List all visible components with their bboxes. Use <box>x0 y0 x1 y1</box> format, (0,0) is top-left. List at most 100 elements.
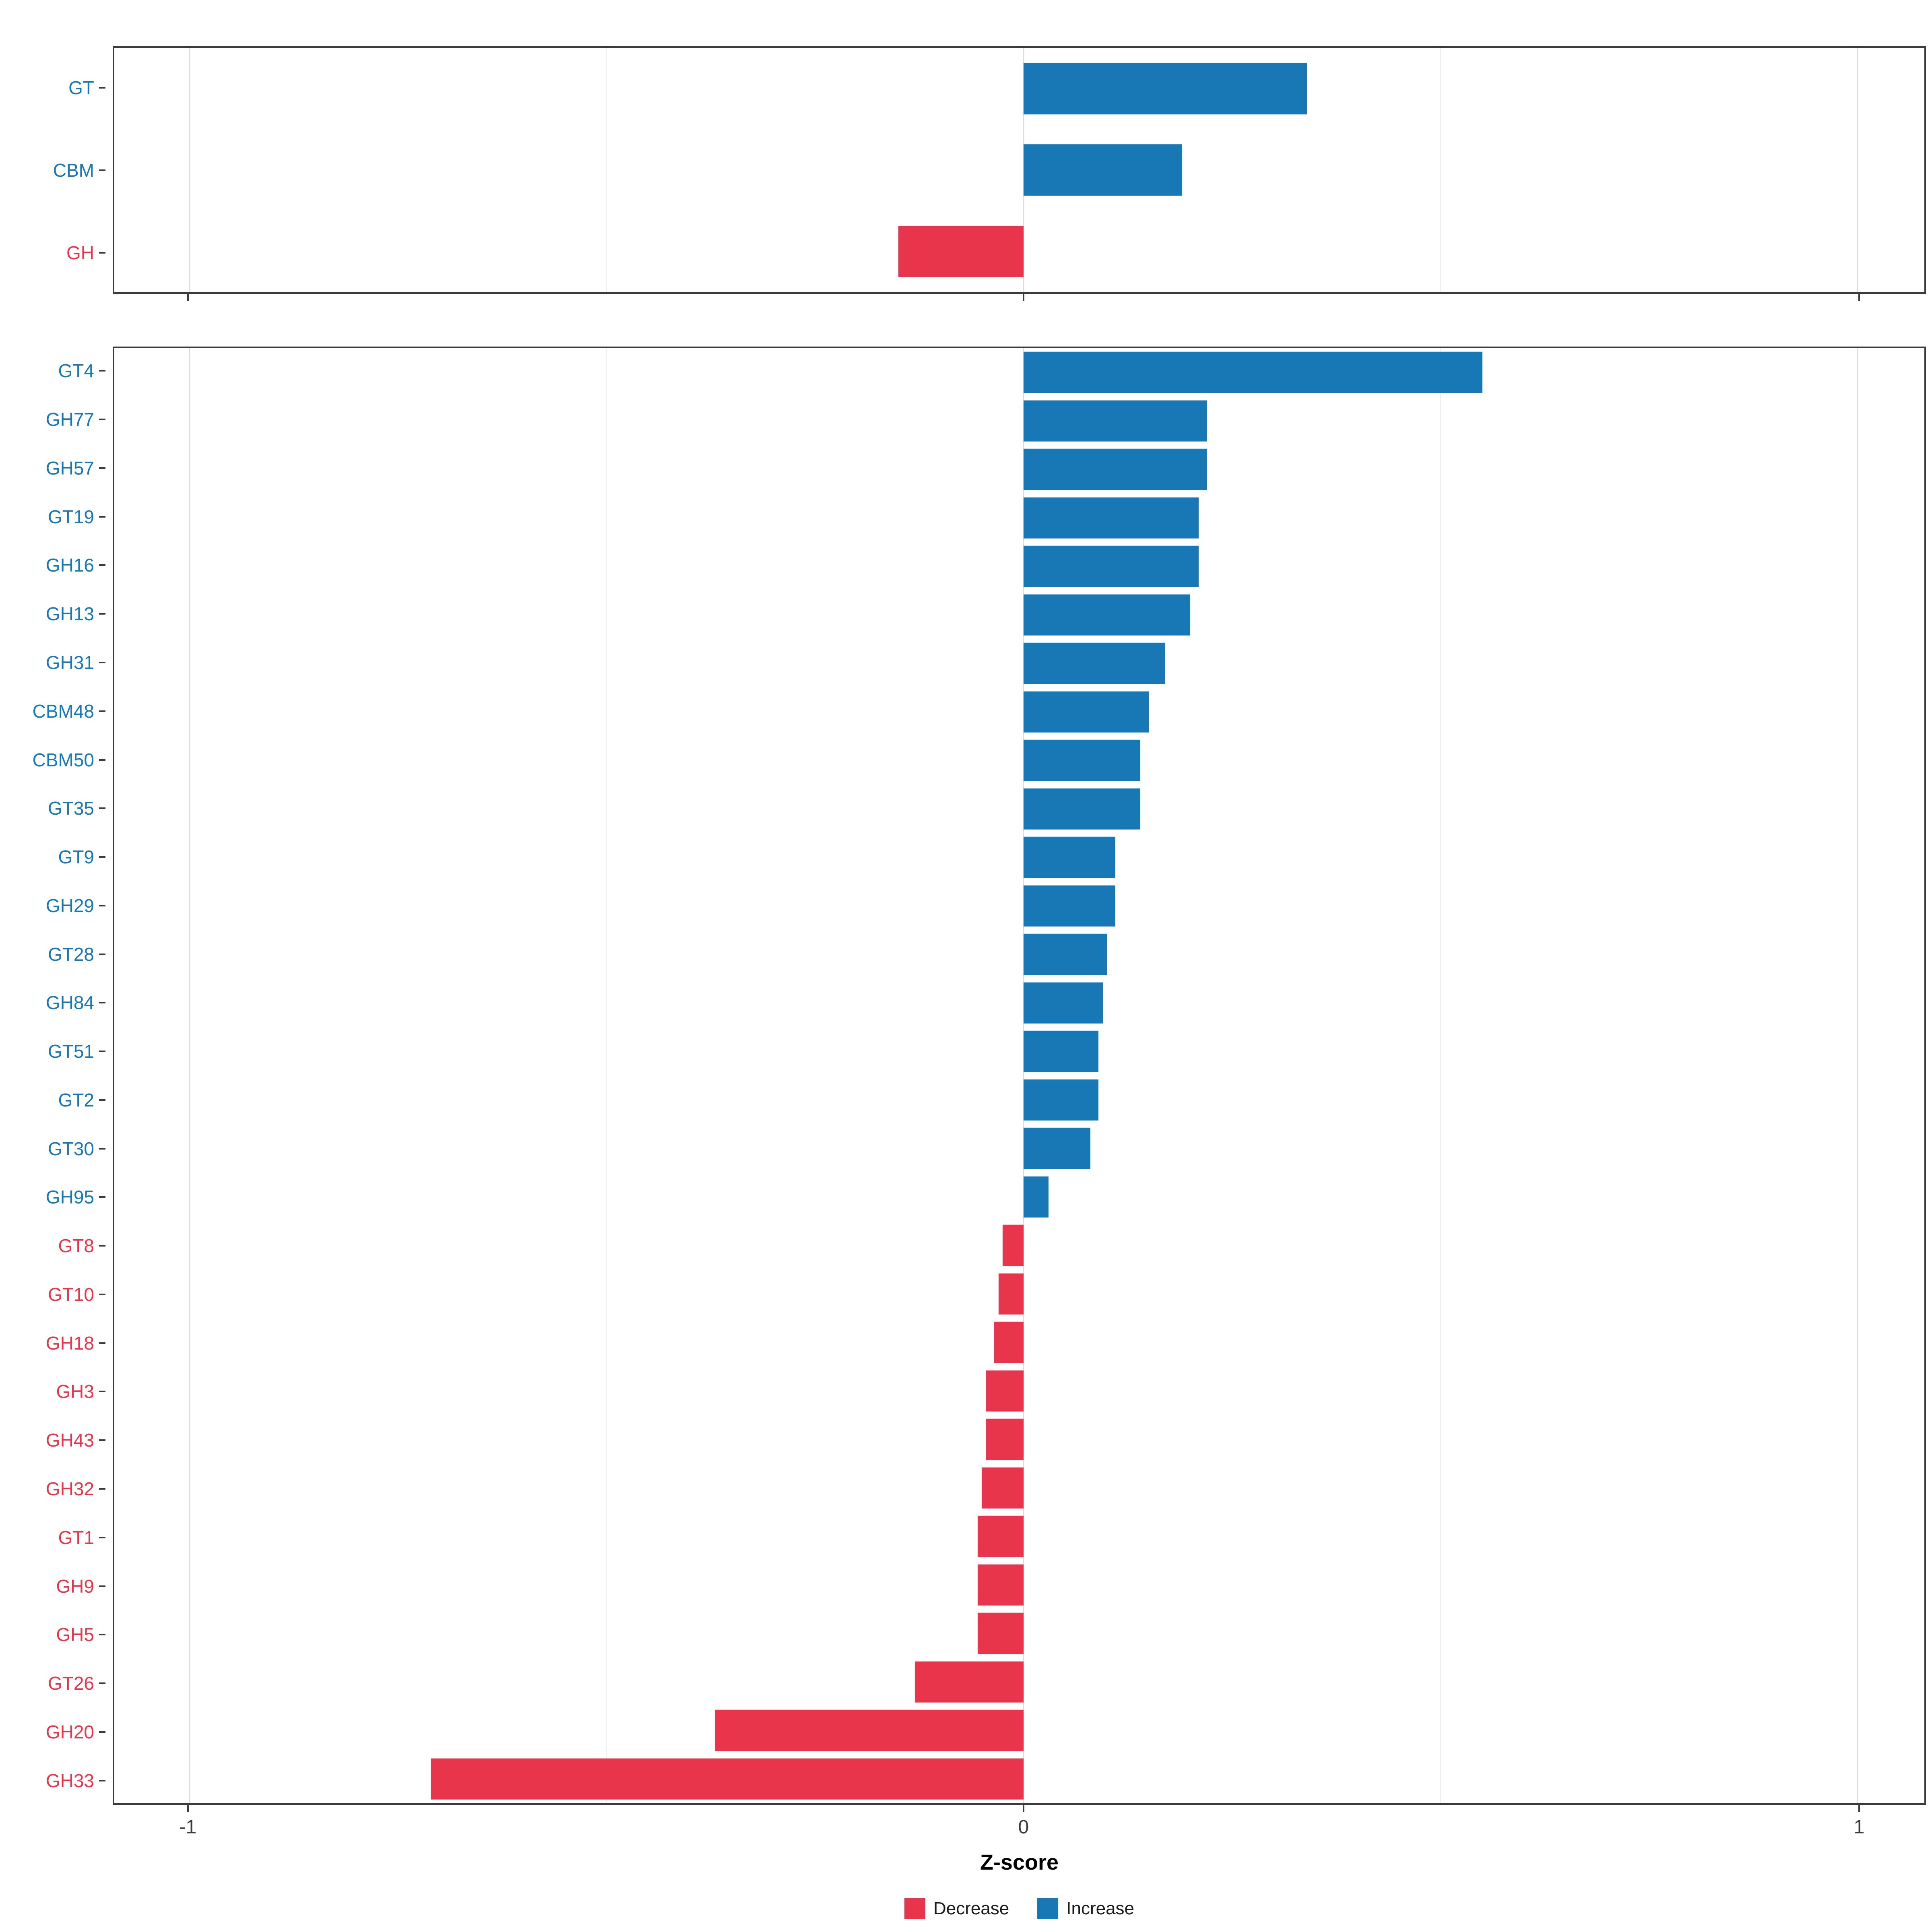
y-tick <box>99 953 105 955</box>
y-label-GH95: GH95 <box>45 1187 94 1208</box>
y-label-row: GH84 <box>0 978 105 1027</box>
y-label-row: GH13 <box>0 590 105 638</box>
bar-GT30 <box>1023 1128 1090 1169</box>
minor-gridline <box>1440 48 1441 292</box>
y-tick <box>99 1585 105 1587</box>
minor-gridline <box>606 348 607 1803</box>
families-y-axis-labels: GT4 GH77 GH57 GT19 GH16 GH13 GH31 CBM48 CBM50 GT3… <box>0 347 105 1805</box>
summary-y-axis-labels: GT CBM GH <box>0 46 105 294</box>
y-label-GH57: GH57 <box>45 457 94 479</box>
bar-CBM50 <box>1023 740 1140 781</box>
legend-swatch-decrease <box>904 1898 925 1919</box>
bar-row-GH95 <box>114 1173 1924 1222</box>
bar-GH95 <box>1023 1176 1049 1218</box>
bar-GH16 <box>1023 546 1199 587</box>
x-tick <box>1858 294 1860 301</box>
y-label-row: GT2 <box>0 1075 105 1124</box>
y-tick <box>99 1293 105 1295</box>
bar-GH5 <box>977 1613 1024 1654</box>
y-label-row: GT26 <box>0 1659 105 1708</box>
major-gridline <box>189 348 190 1803</box>
major-gridline <box>189 48 190 292</box>
bar-row-GH33 <box>114 1755 1924 1804</box>
y-tick <box>99 1196 105 1198</box>
y-label-GH5: GH5 <box>56 1624 94 1645</box>
y-label-row: CBM <box>0 129 105 211</box>
y-tick <box>99 1051 105 1053</box>
y-label-GT28: GT28 <box>47 943 94 965</box>
bar-row-GH57 <box>114 445 1924 494</box>
y-label-row: GT1 <box>0 1513 105 1562</box>
bar-GH13 <box>1023 594 1191 636</box>
bar-GT2 <box>1023 1079 1099 1121</box>
x-tick-label: 1 <box>1854 1816 1865 1838</box>
y-label-GH32: GH32 <box>45 1478 94 1499</box>
y-label-GT26: GT26 <box>47 1673 94 1694</box>
bar-row-GH9 <box>114 1561 1924 1610</box>
summary-x-ticks <box>113 294 1926 301</box>
bar-GT9 <box>1023 837 1115 878</box>
y-tick <box>99 759 105 761</box>
bar-GT35 <box>1023 788 1140 830</box>
major-gridline <box>1023 348 1024 1803</box>
bar-GT10 <box>998 1273 1024 1315</box>
major-gridline <box>1857 348 1858 1803</box>
y-tick <box>99 516 105 518</box>
bar-rows <box>114 348 1924 1803</box>
x-axis-title: Z-score <box>980 1850 1059 1874</box>
bar-GT <box>1023 63 1307 114</box>
x-tick <box>1022 294 1024 301</box>
y-tick <box>99 661 105 663</box>
y-label-row: CBM50 <box>0 735 105 784</box>
y-label-GH43: GH43 <box>45 1430 94 1451</box>
bar-rows <box>114 48 1924 292</box>
bar-row-GH29 <box>114 882 1924 931</box>
bar-row-GH <box>114 211 1924 292</box>
y-label-row: GT30 <box>0 1124 105 1173</box>
y-label-GH: GH <box>66 242 94 263</box>
y-label-GH16: GH16 <box>45 555 94 576</box>
y-tick <box>99 1245 105 1247</box>
bar-row-GH43 <box>114 1415 1924 1464</box>
x-tick-label: 0 <box>1018 1816 1029 1838</box>
bar-row-GH18 <box>114 1318 1924 1367</box>
y-label-GH3: GH3 <box>56 1381 94 1402</box>
y-label-GH18: GH18 <box>45 1332 94 1354</box>
bar-row-GT51 <box>114 1027 1924 1076</box>
bar-row-GH5 <box>114 1609 1924 1658</box>
bar-GH33 <box>431 1758 1024 1800</box>
y-label-row: GT19 <box>0 492 105 541</box>
bar-GH32 <box>982 1467 1024 1509</box>
bar-row-GH77 <box>114 397 1924 446</box>
bar-row-CBM <box>114 129 1924 211</box>
bar-row-GT8 <box>114 1221 1924 1270</box>
x-axis: -1 0 1 <box>113 1805 1926 1857</box>
y-tick <box>99 1779 105 1781</box>
y-label-GT4: GT4 <box>58 360 94 382</box>
bar-GH9 <box>977 1564 1024 1606</box>
bar-row-GH31 <box>114 639 1924 688</box>
y-tick <box>99 1634 105 1636</box>
y-tick <box>99 904 105 906</box>
bar-row-GT2 <box>114 1076 1924 1125</box>
bar-GT4 <box>1023 352 1482 393</box>
bar-row-GT10 <box>114 1270 1924 1319</box>
bar-row-GH3 <box>114 1367 1924 1416</box>
bar-row-GH32 <box>114 1464 1924 1513</box>
y-label-GH31: GH31 <box>45 652 94 673</box>
y-tick <box>99 1488 105 1490</box>
legend: Decrease Increase <box>113 1898 1926 1919</box>
y-label-row: GH57 <box>0 444 105 493</box>
y-tick <box>99 564 105 566</box>
major-gridline <box>1857 48 1858 292</box>
bar-GH43 <box>986 1419 1024 1460</box>
y-tick <box>99 807 105 809</box>
bar-row-CBM48 <box>114 688 1924 737</box>
y-label-row: GT10 <box>0 1270 105 1319</box>
y-label-row: CBM48 <box>0 687 105 735</box>
y-label-row: GT9 <box>0 833 105 881</box>
y-label-row: GH32 <box>0 1465 105 1513</box>
bar-GH31 <box>1023 643 1166 684</box>
y-label-row: GH29 <box>0 881 105 930</box>
